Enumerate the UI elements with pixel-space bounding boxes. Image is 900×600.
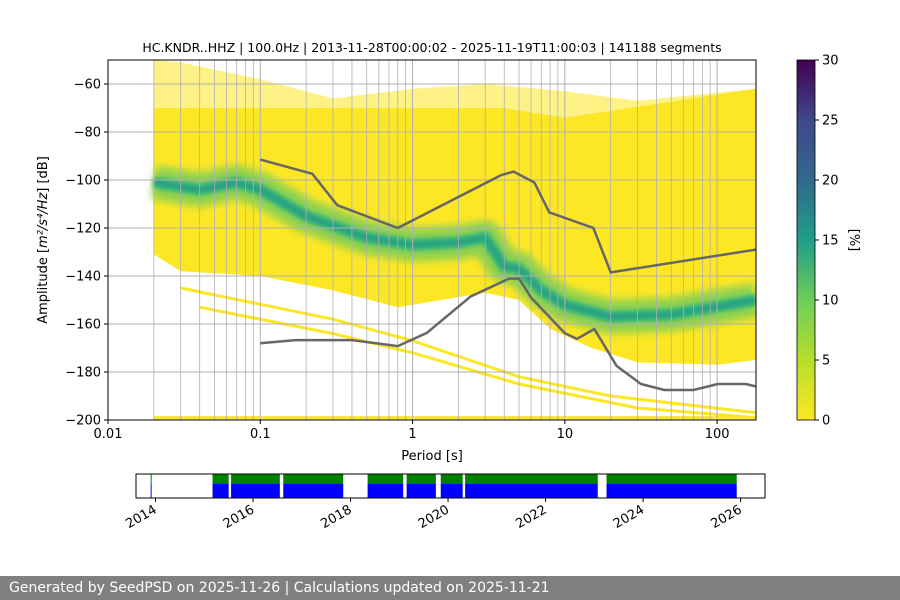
nhnm-line: [259, 158, 756, 274]
processed-segment: [212, 474, 229, 484]
x-tick-label: 1: [408, 427, 416, 442]
colorbar-tick-label: 0: [822, 414, 830, 429]
ppsd-heatmap: [151, 60, 756, 420]
sparse-trace-0: [180, 286, 756, 415]
processed-segment: [440, 474, 463, 484]
processed-segment: [367, 474, 404, 484]
available-segment: [367, 484, 404, 498]
colorbar-tick-label: 25: [822, 114, 839, 129]
y-tick-label: −60: [74, 78, 101, 93]
available-segment: [465, 484, 598, 498]
timeline-ticks: 2014 2016 2018 2020 2022 2024 2026: [123, 498, 745, 532]
y-tick-label: −100: [65, 174, 101, 189]
x-tick-label: 0.01: [94, 427, 123, 442]
colorbar-tick-label: 10: [822, 294, 839, 309]
colorbar-label: [%]: [846, 229, 861, 252]
timeline-tick-label: 2024: [611, 502, 647, 532]
noise-models: [259, 158, 756, 392]
grid: [108, 60, 756, 420]
x-tick-label: 0.1: [250, 427, 271, 442]
footer: Generated by SeedPSD on 2025-11-26 | Cal…: [0, 576, 900, 600]
x-ticks: 0.01 0.1 1 10 100: [94, 420, 730, 442]
y-label-prefix: Amplitude [: [36, 248, 51, 324]
timeline-tick-label: 2018: [318, 502, 354, 532]
x-axis-label: Period [s]: [401, 449, 463, 464]
axes-frame: [107, 59, 757, 421]
available-segment: [406, 484, 436, 498]
available-segment: [212, 484, 229, 498]
timeline-tick-label: 2026: [708, 502, 744, 532]
processed-segment: [150, 474, 152, 484]
timeline-frame: [135, 473, 766, 499]
density-band-peak: [153, 180, 756, 319]
available-segment: [150, 484, 152, 498]
colorbar-tick-label: 15: [822, 234, 839, 249]
timeline-tick-label: 2016: [221, 502, 257, 532]
colorbar-tick-label: 20: [822, 174, 839, 189]
y-ticks: −60 −80 −100 −120 −140 −160 −180 −200: [65, 78, 108, 429]
available-segment: [440, 484, 463, 498]
processed-segment: [606, 474, 737, 484]
y-tick-label: −160: [65, 318, 101, 333]
y-tick-label: −200: [65, 414, 101, 429]
ppsd-figure: HC.KNDR..HHZ | 100.0Hz | 2013-11-28T00:0…: [36, 40, 861, 532]
colorbar-tick-label: 30: [822, 54, 839, 69]
timeline-tick-label: 2022: [513, 502, 549, 532]
processed-segment: [465, 474, 598, 484]
x-tick-label: 10: [557, 427, 574, 442]
y-label-suffix: ] [dB]: [36, 156, 51, 193]
available-segment: [606, 484, 737, 498]
y-tick-label: −80: [74, 126, 101, 141]
y-tick-label: −140: [65, 270, 101, 285]
data-timeline: [150, 474, 737, 498]
colorbar-ticks: 0 5 10 15 20 25 30: [815, 54, 839, 429]
nlnm-line: [260, 277, 756, 392]
colorbar-tick-label: 5: [822, 354, 830, 369]
sparse-trace-1: [199, 305, 756, 420]
y-axis-label: Amplitude [m²/s⁴/Hz] [dB]: [36, 156, 51, 324]
timeline-tick-label: 2020: [416, 502, 452, 532]
y-label-math: m²/s⁴/Hz: [36, 192, 51, 248]
x-tick-label: 100: [705, 427, 730, 442]
chart-title: HC.KNDR..HHZ | 100.0Hz | 2013-11-28T00:0…: [142, 40, 721, 55]
available-segment: [283, 484, 344, 498]
available-segment: [231, 484, 280, 498]
y-tick-label: −180: [65, 366, 101, 381]
processed-segment: [231, 474, 280, 484]
processed-segment: [283, 474, 344, 484]
colorbar: [796, 59, 816, 421]
timeline-tick-label: 2014: [123, 502, 159, 532]
processed-segment: [406, 474, 436, 484]
sparse-upper-region: [153, 60, 756, 118]
y-tick-label: −120: [65, 222, 101, 237]
